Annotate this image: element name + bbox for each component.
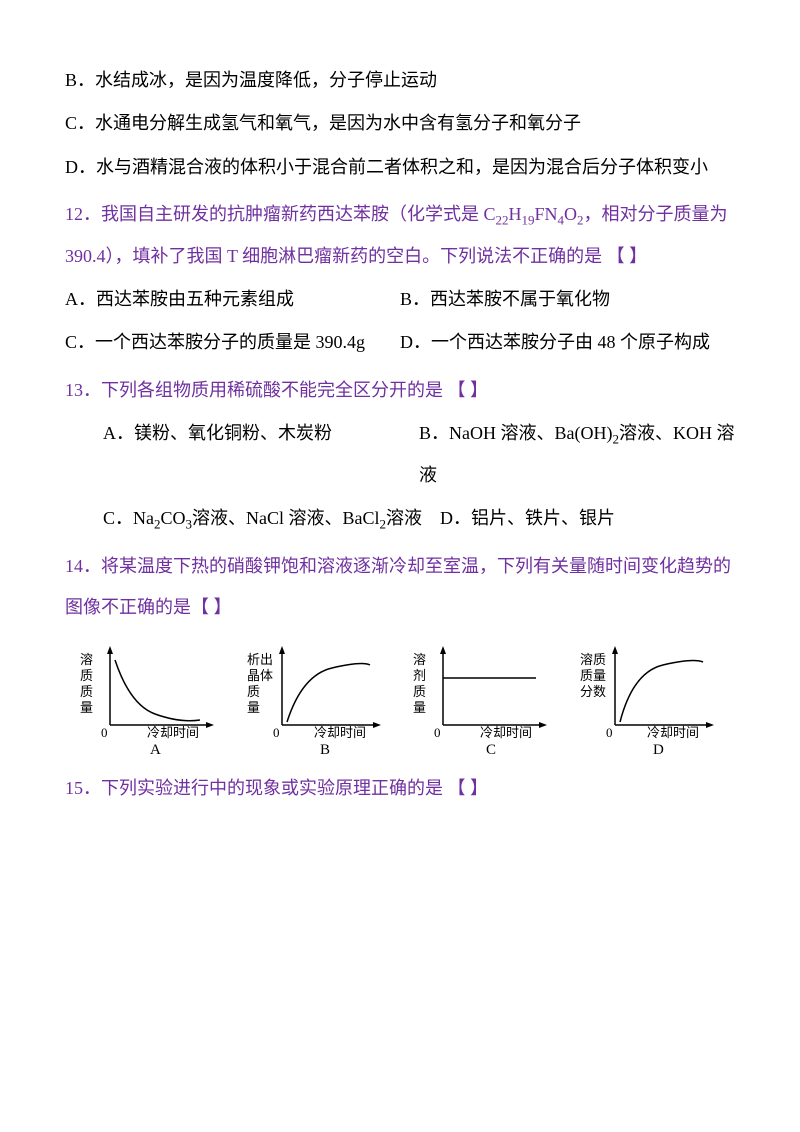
chart-b: 析出 晶体 质 量 0 冷却时间 B xyxy=(242,640,392,760)
chart-b-ylabel-3: 质 xyxy=(247,684,260,699)
option-d-prev: D．水与酒精混合液的体积小于混合前二者体积之和，是因为混合后分子体积变小 xyxy=(65,147,735,188)
chart-b-title: B xyxy=(320,742,330,758)
chart-a-ylabel-3: 质 xyxy=(80,684,93,699)
chart-b-ylabel-4: 量 xyxy=(247,700,260,715)
q12-text3: FN xyxy=(535,204,558,224)
chart-d-origin: 0 xyxy=(606,725,613,740)
option-c-prev: C．水通电分解生成氢气和氧气，是因为水中含有氢分子和氧分子 xyxy=(65,103,735,144)
q12-opt-a: A．西达苯胺由五种元素组成 xyxy=(65,279,400,320)
q12-opt-d: D．一个西达苯胺分子由 48 个原子构成 xyxy=(400,322,735,363)
chart-c-ylabel-1: 溶 xyxy=(413,652,426,667)
chart-c-title: C xyxy=(486,742,496,758)
q12-text2: H xyxy=(509,204,522,224)
q12-sub2: 19 xyxy=(522,213,535,228)
q13-c-text4: 溶液 xyxy=(386,508,422,528)
q13-options-row2: C．Na2CO3溶液、NaCl 溶液、BaCl2溶液 D．铝片、铁片、银片 xyxy=(65,498,735,539)
q13-c-text1: C．Na xyxy=(103,508,154,528)
chart-c-ylabel-2: 剂 xyxy=(413,668,426,683)
chart-b-xlabel: 冷却时间 xyxy=(314,725,366,740)
q12-text1: 12．我国自主研发的抗肿瘤新药西达苯胺（化学式是 C xyxy=(65,204,496,224)
chart-c-ylabel-4: 量 xyxy=(413,700,426,715)
chart-b-origin: 0 xyxy=(273,725,280,740)
chart-d: 溶质 质量 分数 0 冷却时间 D xyxy=(575,640,725,760)
chart-c: 溶 剂 质 量 0 冷却时间 C xyxy=(408,640,558,760)
chart-d-ylabel-2: 质量 xyxy=(580,668,606,683)
q12-opt-b: B．西达苯胺不属于氧化物 xyxy=(400,279,735,320)
chart-c-ylabel-3: 质 xyxy=(413,684,426,699)
q12-options-row2: C．一个西达苯胺分子的质量是 390.4g D．一个西达苯胺分子由 48 个原子… xyxy=(65,322,735,363)
chart-a-title: A xyxy=(150,742,161,758)
q12-opt-c: C．一个西达苯胺分子的质量是 390.4g xyxy=(65,322,400,363)
chart-a-origin: 0 xyxy=(101,725,108,740)
chart-c-origin: 0 xyxy=(434,725,441,740)
q13-b-text1: B．NaOH 溶液、Ba(OH) xyxy=(419,423,612,443)
question-14: 14．将某温度下热的硝酸钾饱和溶液逐渐冷却至室温，下列有关量随时间变化趋势的图像… xyxy=(65,546,735,629)
chart-d-title: D xyxy=(653,742,664,758)
q12-options-row1: A．西达苯胺由五种元素组成 B．西达苯胺不属于氧化物 xyxy=(65,279,735,320)
chart-a-ylabel-1: 溶 xyxy=(80,652,93,667)
chart-d-xlabel: 冷却时间 xyxy=(647,725,699,740)
question-13: 13．下列各组物质用稀硫酸不能完全区分开的是 【 】 xyxy=(65,370,735,411)
chart-d-ylabel-1: 溶质 xyxy=(580,652,606,667)
q13-opt-a: A．镁粉、氧化铜粉、木炭粉 xyxy=(65,413,419,494)
q13-options-row1: A．镁粉、氧化铜粉、木炭粉 B．NaOH 溶液、Ba(OH)2溶液、KOH 溶液 xyxy=(65,413,735,496)
chart-c-xlabel: 冷却时间 xyxy=(480,725,532,740)
charts-container: 溶 质 质 量 0 冷却时间 A 析出 晶体 质 量 0 冷却时间 B xyxy=(65,640,735,760)
question-12: 12．我国自主研发的抗肿瘤新药西达苯胺（化学式是 C22H19FN4O2，相对分… xyxy=(65,194,735,277)
option-b-prev: B．水结成冰，是因为温度降低，分子停止运动 xyxy=(65,60,735,101)
chart-a-ylabel-4: 量 xyxy=(80,700,93,715)
q12-text4: O xyxy=(564,204,577,224)
chart-d-ylabel-3: 分数 xyxy=(580,684,606,699)
chart-a-ylabel-2: 质 xyxy=(80,668,93,683)
question-15: 15．下列实验进行中的现象或实验原理正确的是 【 】 xyxy=(65,768,735,809)
q13-c-text3: 溶液、NaCl 溶液、BaCl xyxy=(192,508,380,528)
q13-opt-d: D．铝片、铁片、银片 xyxy=(440,508,615,528)
q13-opt-b: B．NaOH 溶液、Ba(OH)2溶液、KOH 溶液 xyxy=(419,413,735,496)
q13-c-text2: CO xyxy=(161,508,186,528)
chart-a: 溶 质 质 量 0 冷却时间 A xyxy=(75,640,225,760)
q12-sub1: 22 xyxy=(496,213,509,228)
chart-b-ylabel-2: 晶体 xyxy=(247,668,273,683)
chart-a-xlabel: 冷却时间 xyxy=(147,725,199,740)
chart-b-ylabel-1: 析出 xyxy=(247,652,273,667)
